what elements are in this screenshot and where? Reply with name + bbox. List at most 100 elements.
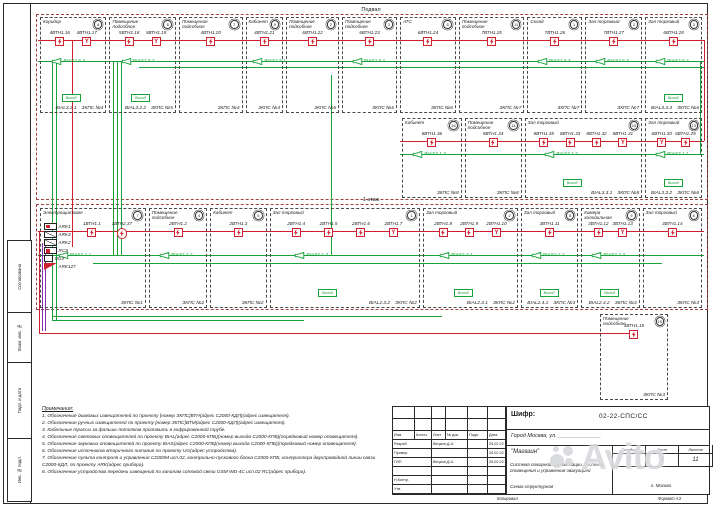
sounder: BIAS2.2.2 bbox=[531, 252, 564, 259]
zone-label: ЗКПС №4 bbox=[258, 106, 281, 111]
riser-green-wire bbox=[117, 61, 118, 255]
detector: 6ВТН1.22 bbox=[302, 30, 323, 46]
section-title-basement: Подвал bbox=[361, 7, 381, 13]
detector-row: 4ВТН1.16 4ВТН1.17 Y bbox=[43, 30, 103, 46]
title-block: Изм. Колич. Лист № док. Подп. Дата Разраб. Вецк… bbox=[392, 406, 713, 495]
device: RCS bbox=[44, 247, 76, 254]
rev-role: ГИП bbox=[393, 458, 432, 467]
device-label: UG4 bbox=[54, 255, 64, 261]
note-item: 6. Обозначение источников вторичного пит… bbox=[42, 448, 238, 454]
exit-light-label: BIAL3.2.1 bbox=[55, 106, 77, 111]
lightning-icon bbox=[262, 38, 267, 45]
room-number: 5 bbox=[443, 20, 452, 29]
organization-cell: г. Москва bbox=[612, 467, 709, 494]
rev-cell-blank bbox=[446, 407, 468, 419]
zone-label: ЗКПС №8 bbox=[436, 191, 459, 196]
room-name: Помещение подсобное bbox=[112, 19, 139, 30]
rev-cell-blank bbox=[446, 419, 468, 431]
room-footer: BIAL2.3.2 ЗКПС №2 bbox=[273, 301, 417, 306]
detector: 2ВТН1.8 bbox=[434, 221, 452, 237]
sounder-label: BIAS2.2.3 bbox=[603, 253, 625, 258]
room-name: Коридор bbox=[43, 19, 62, 24]
device-stack: ARK1 ARK3 ARK2 RCS UG4 ARK127 bbox=[44, 223, 76, 272]
zone-label: ЗКПС №8 bbox=[496, 191, 519, 196]
detector-label: 6ВТН1.30 bbox=[651, 131, 672, 136]
rev-col-header: № док. bbox=[446, 431, 468, 440]
sounder-label: BIAS2.1.1 bbox=[69, 253, 92, 258]
copied-label: Копировал bbox=[497, 496, 518, 501]
device: UG4 bbox=[44, 255, 76, 262]
fire-loop-wire bbox=[38, 231, 704, 232]
riser-green-wire-right bbox=[700, 61, 701, 154]
manual-detector-icon: Y bbox=[82, 37, 92, 46]
room-name: Зал торговый bbox=[645, 210, 677, 215]
detector-row: 4ВТН1.20 bbox=[182, 30, 240, 46]
detector-label: 7ВТН1.27 bbox=[603, 30, 624, 35]
detector: 3ВТН1.15 bbox=[624, 323, 644, 339]
room: Камера холодильная 9 3ВТН1.12 3ВТН1.13 Y BIAS… bbox=[581, 208, 640, 308]
detector: 3ВТН1.13 Y bbox=[612, 221, 633, 237]
rev-col-header: Изм. bbox=[393, 431, 415, 440]
detector: 3ВТН1.12 bbox=[588, 221, 609, 237]
sounder: BIAS2.6.3 bbox=[595, 58, 629, 65]
device: ARK127 bbox=[44, 263, 76, 270]
smoke-detector-icon bbox=[206, 37, 216, 46]
detector: 2ВТН1.4 bbox=[287, 221, 305, 237]
exit-light-label: BIAL2.4.2 bbox=[588, 301, 610, 306]
room-number: 2 bbox=[505, 211, 514, 220]
riser-green-wire bbox=[52, 61, 53, 320]
sounder: BIAS2.6.4 bbox=[537, 58, 570, 65]
room-number: 7 bbox=[230, 20, 239, 29]
room: Кабинет 5 2ВТН1.3 ЗКПС №2 bbox=[210, 208, 267, 308]
room-name: Зал торговый bbox=[527, 120, 559, 125]
detector: 8ВТН1.36 bbox=[422, 131, 442, 147]
rev-col-header: Колич. bbox=[415, 431, 432, 440]
detector-row: 6ВТН1.22 bbox=[289, 30, 336, 46]
room-name: Кабинет bbox=[405, 120, 425, 125]
rev-cell-blank bbox=[468, 407, 488, 419]
sounder: BIAS2.6.2 bbox=[655, 58, 689, 65]
rev-signature bbox=[468, 458, 488, 467]
room-number: 11 bbox=[511, 20, 521, 29]
riser-green-wire bbox=[331, 75, 332, 255]
sounder-label: BIAS2.5.1 bbox=[264, 59, 286, 64]
room-number: 1 bbox=[407, 211, 416, 220]
zone-label: ЗКПС №6 bbox=[677, 191, 700, 196]
sheets-label: Листов bbox=[679, 445, 713, 454]
detector-row: 8ВТН1.34 bbox=[468, 131, 519, 147]
smoke-detector-icon bbox=[629, 330, 639, 339]
detector-row: 6ВТН1.28 bbox=[648, 30, 699, 46]
detector-label: 8ВТН1.36 bbox=[421, 131, 443, 136]
rev-signature bbox=[468, 485, 488, 494]
rev-role: Утв. bbox=[393, 485, 432, 494]
sounder: BIAS2.1.2 bbox=[159, 252, 192, 259]
note-item: 3. Кабельные трассы за фальшь-потолком п… bbox=[42, 427, 226, 433]
detector: 4ВТН1.21 bbox=[254, 30, 275, 46]
detector: 3ВТН1.14 bbox=[662, 221, 683, 237]
zone-label: ЗКПС №4 bbox=[81, 106, 104, 111]
zone-label: ЗКПС №5 bbox=[151, 106, 173, 111]
rev-role bbox=[393, 467, 432, 476]
zone-label: ЗКПС №2 bbox=[182, 301, 205, 306]
detector: 2ВТН1.7 Y bbox=[384, 221, 402, 237]
room-footer: BIAL3.2.1 ЗКПС №4 bbox=[43, 106, 103, 111]
zone-label: ЗКПС №2 bbox=[241, 301, 264, 306]
room-footer: ЗКПС №4 bbox=[249, 106, 281, 111]
room: Зал торговый 3 6ВТН1.28 BIAS2.6.2 Выход BIAL3… bbox=[645, 17, 703, 113]
detector-label: 2ВТН1.10 bbox=[486, 221, 507, 226]
rev-name bbox=[432, 449, 468, 458]
sounder: BIAS3.1.3 bbox=[412, 151, 446, 158]
code-label: Шифр: bbox=[511, 411, 536, 418]
sheets-value: 11 bbox=[679, 454, 713, 467]
horn-icon bbox=[595, 58, 606, 65]
detector-label: 1ВТН2.37 bbox=[111, 221, 133, 226]
sounder: BIAS2.5.3 bbox=[51, 58, 85, 65]
smoke-detector-icon bbox=[173, 228, 183, 237]
smoke-detector-icon bbox=[87, 228, 97, 237]
room: АТС 5 6ВТН1.24 ЗКПС №6 bbox=[400, 17, 456, 113]
detector-row: 8ВТН1.35 8ВТН1.33 8ВТН1.32 8ВТН1.31 Y bbox=[528, 131, 640, 147]
room: Помещение подсобное 15 3ВТН1.15 ЗКПС №3 bbox=[600, 314, 668, 400]
exit-light-sign: Выход bbox=[539, 289, 559, 297]
rev-cell-blank bbox=[432, 419, 446, 431]
room-number: 15 bbox=[655, 317, 664, 326]
